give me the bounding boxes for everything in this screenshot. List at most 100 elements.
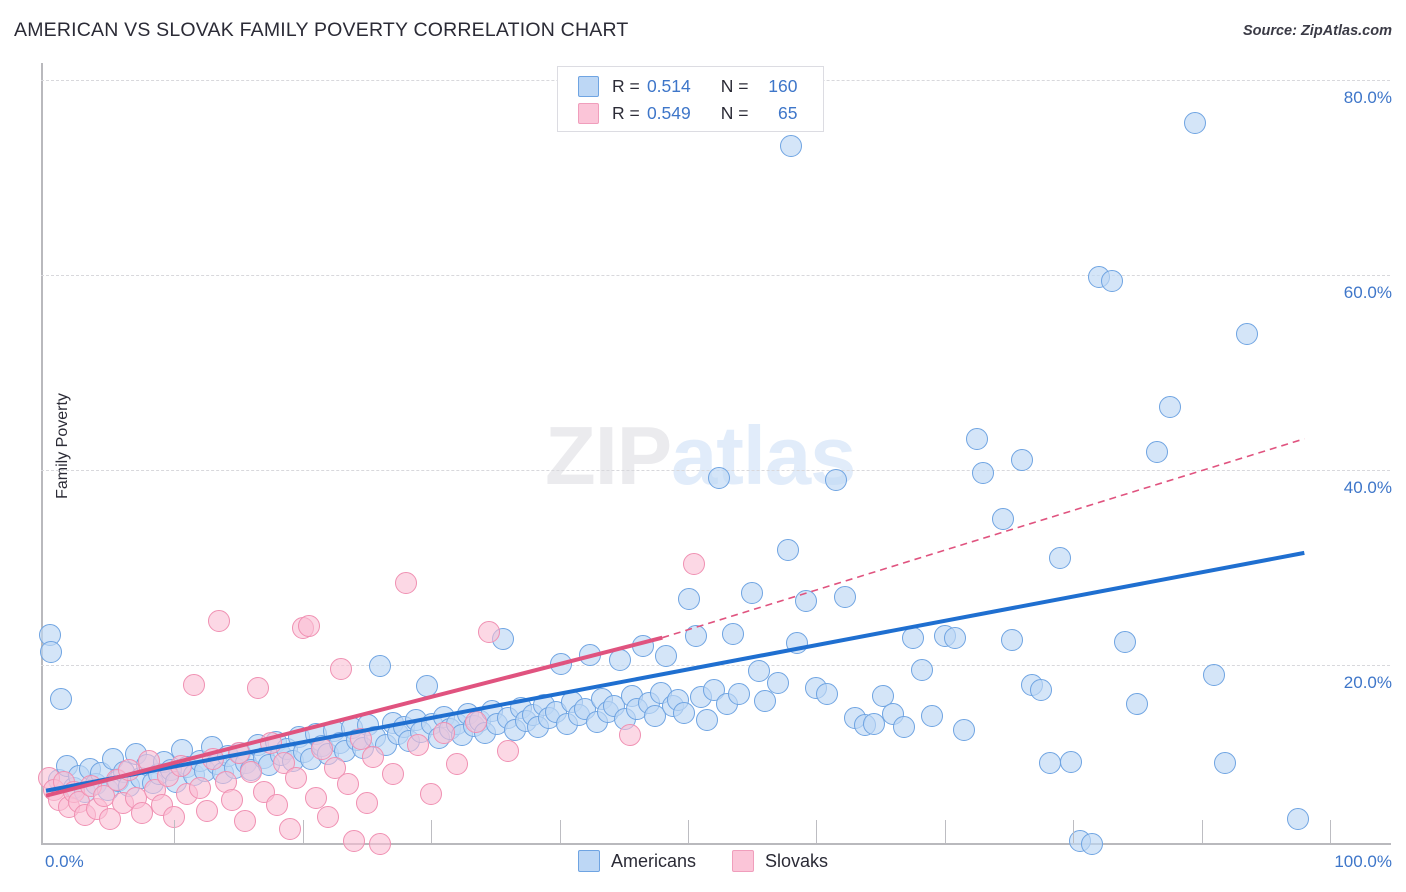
scatter-point-americans [90, 762, 113, 785]
legend-americans-swatch-icon [577, 850, 600, 872]
scatter-point-americans [101, 747, 124, 770]
x-tick-20 [302, 820, 304, 843]
scatter-point-americans [130, 767, 153, 790]
scatter-point-americans [147, 763, 170, 786]
scatter-point-slovaks [234, 810, 257, 832]
y-tick-label-60: 60.0% [1343, 283, 1392, 302]
scatter-point-slovaks [259, 732, 282, 754]
stats-row-slovaks: R = 0.549 N = 65 [558, 100, 823, 126]
x-axis-line [41, 843, 1391, 845]
scatter-point-americans [590, 688, 613, 711]
scatter-point-americans [1068, 829, 1091, 852]
scatter-point-americans [164, 771, 187, 793]
scatter-point-americans [872, 685, 895, 708]
legend-item-americans[interactable]: Americans [577, 850, 696, 872]
scatter-point-americans [833, 585, 856, 608]
scatter-point-americans [492, 627, 515, 650]
scatter-point-americans [526, 716, 549, 739]
scatter-point-slovaks [433, 722, 456, 745]
scatter-point-slovaks [68, 790, 91, 813]
scatter-point-americans [311, 734, 334, 757]
scatter-point-americans [317, 742, 340, 765]
legend-slovaks-label: Slovaks [765, 850, 829, 871]
scatter-point-americans [602, 694, 625, 717]
scatter-point-americans [805, 677, 828, 700]
scatter-point-slovaks [214, 771, 237, 793]
scatter-point-americans [480, 699, 503, 722]
scatter-point-americans [991, 507, 1014, 530]
scatter-point-americans [608, 649, 631, 672]
scatter-point-slovaks [63, 780, 86, 803]
scatter-point-slovaks [52, 771, 75, 793]
scatter-point-americans [212, 762, 235, 785]
scatter-point-americans [445, 712, 468, 735]
scatter-point-slovaks [131, 802, 154, 825]
scatter-point-americans [334, 739, 357, 762]
scatter-point-slovaks [362, 745, 385, 768]
scatter-point-americans [779, 135, 802, 158]
scatter-point-americans [269, 743, 292, 766]
scatter-point-slovaks [137, 749, 160, 772]
scatter-point-americans [579, 644, 602, 667]
stats-row-americans: R = 0.514 N = 160 [558, 73, 823, 99]
scatter-point-americans [1213, 751, 1236, 774]
scatter-point-americans [404, 708, 427, 731]
scatter-point-americans [882, 702, 905, 725]
scatter-point-slovaks [311, 737, 334, 760]
scatter-point-americans [194, 760, 217, 783]
scatter-point-americans [754, 690, 777, 713]
scatter-point-americans [1158, 395, 1181, 418]
scatter-point-americans [503, 719, 526, 742]
scatter-point-americans [258, 754, 281, 777]
scatter-point-americans [741, 581, 764, 604]
plot-area [37, 63, 1390, 856]
x-tick-80 [1073, 820, 1075, 843]
scatter-point-americans [304, 723, 327, 746]
x-tick-50 [688, 820, 689, 843]
x-tick-90 [1201, 820, 1203, 843]
page-title: AMERICAN VS SLOVAK FAMILY POVERTY CORREL… [14, 19, 629, 41]
scatter-point-americans [375, 733, 398, 756]
scatter-point-slovaks [330, 657, 353, 680]
scatter-point-americans [544, 700, 567, 723]
scatter-point-americans [398, 730, 421, 753]
scatter-point-americans [141, 771, 164, 794]
scatter-point-slovaks [253, 780, 276, 803]
americans-r-value: 0.514 [646, 75, 691, 96]
scatter-point-americans [235, 751, 258, 774]
scatter-point-americans [632, 634, 655, 657]
scatter-point-americans [421, 713, 444, 736]
scatter-point-americans [1000, 628, 1023, 651]
scatter-point-slovaks [176, 782, 199, 805]
scatter-point-americans [597, 700, 620, 723]
y-tick-label-40: 40.0% [1343, 478, 1392, 497]
scatter-point-slovaks [221, 788, 244, 811]
scatter-point-americans [614, 707, 637, 730]
scatter-point-americans [240, 759, 263, 782]
scatter-point-slovaks [182, 673, 205, 696]
scatter-point-slovaks [195, 800, 218, 823]
scatter-point-americans [409, 721, 432, 744]
scatter-point-americans [468, 709, 491, 732]
scatter-point-americans [118, 774, 141, 797]
scatter-point-slovaks [381, 763, 404, 786]
scatter-point-americans [68, 765, 91, 788]
scatter-point-slovaks [105, 769, 128, 792]
scatter-point-americans [766, 671, 789, 694]
scatter-point-americans [538, 706, 561, 729]
scatter-point-slovaks [407, 733, 430, 756]
scatter-point-americans [96, 778, 119, 801]
scatter-point-americans [901, 626, 924, 649]
scatter-point-slovaks [47, 788, 70, 811]
scatter-point-americans [363, 726, 386, 749]
scatter-point-slovaks [169, 755, 192, 778]
scatter-point-slovaks [343, 829, 366, 852]
legend-item-slovaks[interactable]: Slovaks [732, 850, 828, 872]
americans-n-value: 160 [768, 75, 798, 96]
scatter-point-americans [205, 753, 228, 776]
scatter-point-americans [1100, 269, 1123, 292]
scatter-point-slovaks [266, 794, 289, 817]
scatter-point-americans [485, 712, 508, 735]
scatter-point-americans [462, 715, 485, 738]
scatter-point-americans [702, 679, 725, 702]
